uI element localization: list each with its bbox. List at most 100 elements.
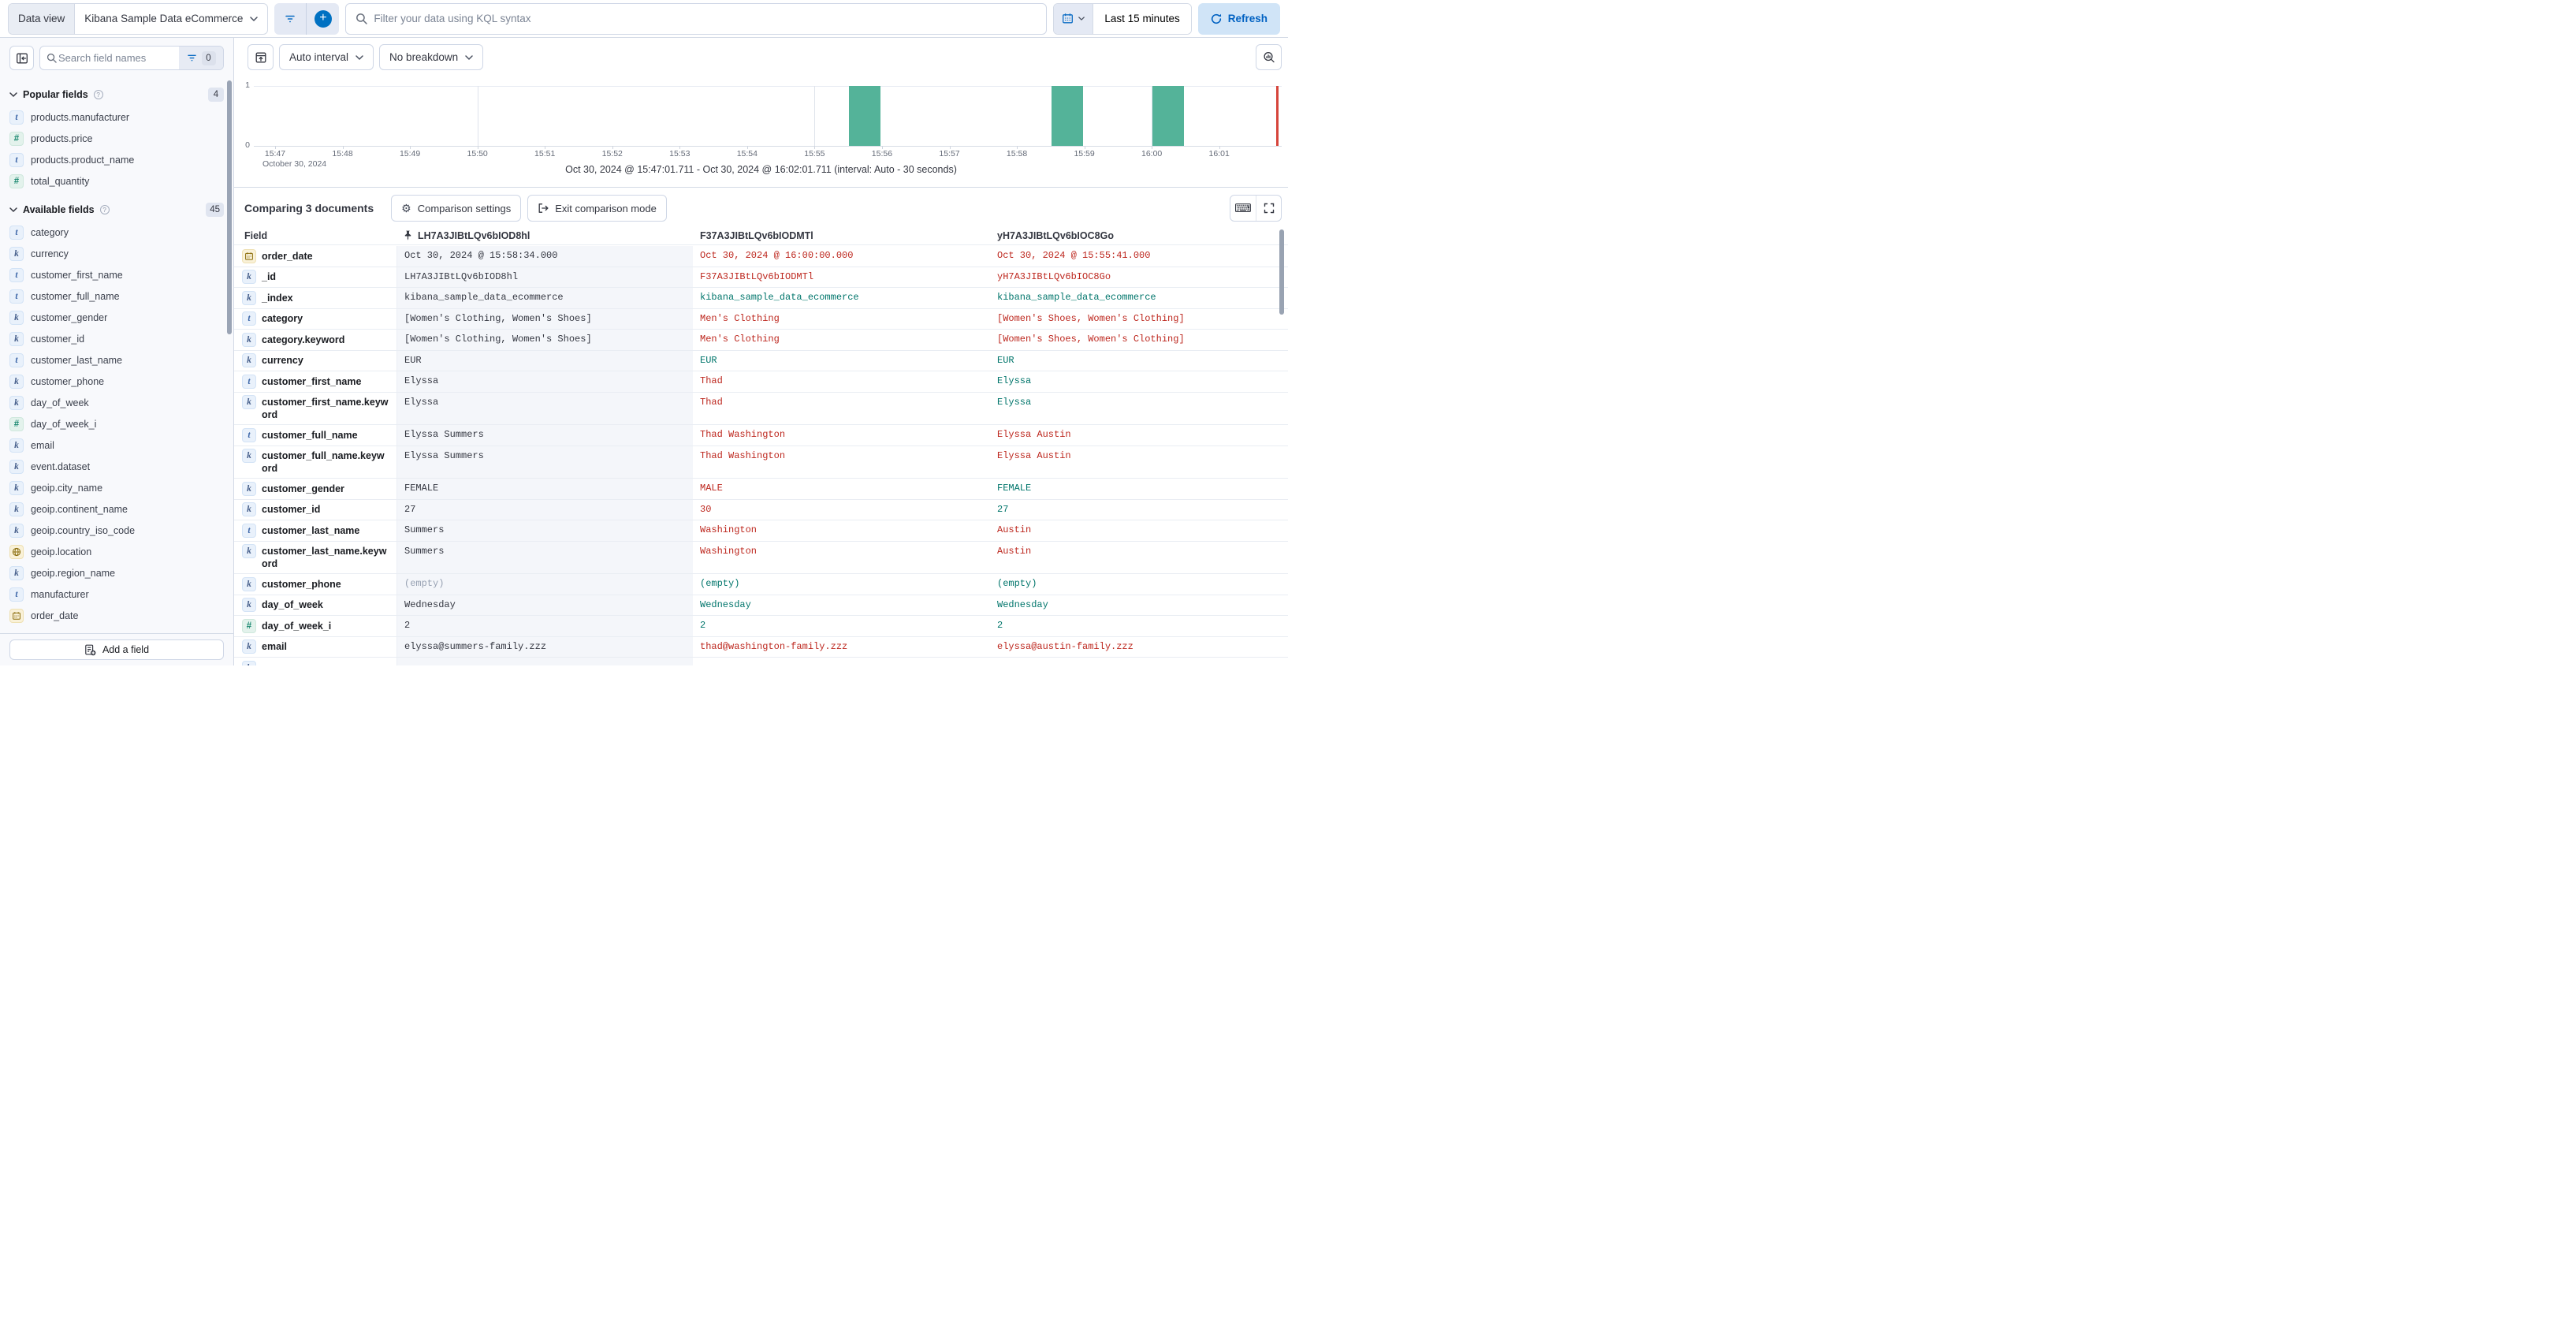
field-name: customer_id [31, 333, 85, 345]
field-cell[interactable]: k day_of_week [234, 595, 396, 616]
field-name: customer_gender [262, 483, 344, 494]
table-row: k customer_full_name.keyword Elyssa Summer… [234, 446, 1288, 479]
sidebar-field-item[interactable]: t customer_full_name [9, 285, 224, 307]
refresh-button[interactable]: Refresh [1197, 2, 1280, 35]
sidebar-field-item[interactable]: t customer_last_name [9, 349, 224, 371]
section-header[interactable]: Popular fields? 4 [9, 86, 224, 103]
data-view-value-button[interactable]: Kibana Sample Data eCommerce [75, 4, 267, 34]
comparison-value: [Women's Shoes, Women's Clothing] [997, 312, 1185, 324]
field-cell[interactable]: t customer_full_name [234, 425, 396, 446]
field-cell[interactable]: k customer_gender [234, 479, 396, 499]
comparison-value: thad@washington-family.zzz [700, 640, 848, 652]
field-cell[interactable]: k customer_phone [234, 574, 396, 595]
pinned-doc-value: Elyssa Summers [396, 425, 693, 446]
sidebar-field-item[interactable]: t category [9, 222, 224, 243]
field-type-num-icon: # [9, 131, 24, 146]
field-name: day_of_week_i [31, 418, 97, 430]
sidebar-field-item[interactable]: k day_of_week [9, 392, 224, 413]
table-row: k customer_first_name.keyword Elyssa Thad El… [234, 392, 1288, 425]
sidebar-field-item[interactable]: k geoip.region_name [9, 562, 224, 583]
date-picker-button[interactable] [1054, 3, 1094, 34]
sidebar-field-item[interactable]: # day_of_week_i [9, 413, 224, 434]
collapse-sidebar-button[interactable] [9, 46, 34, 70]
time-range-button[interactable]: Last 15 minutes [1093, 3, 1191, 34]
sidebar-field-item[interactable]: k event.dataset [9, 456, 224, 477]
field-cell[interactable]: order_date [234, 246, 396, 267]
sidebar-field-item[interactable]: t products.product_name [9, 149, 224, 170]
interval-select[interactable]: Auto interval [279, 44, 374, 70]
field-cell[interactable]: t customer_last_name [234, 520, 396, 541]
sidebar-field-item[interactable]: k customer_id [9, 328, 224, 349]
chevron-down-icon [9, 92, 17, 97]
field-type-t-icon: t [9, 587, 24, 602]
table-row: k customer_id 27 30 27 [234, 499, 1288, 520]
histogram-bar[interactable] [1152, 86, 1184, 146]
pinned-doc-value: [Women's Clothing, Women's Shoes] [396, 308, 693, 329]
breakdown-select[interactable]: No breakdown [379, 44, 484, 70]
sidebar-field-item[interactable]: # total_quantity [9, 170, 224, 192]
field-cell[interactable]: k customer_id [234, 500, 396, 520]
kql-search-bar[interactable] [345, 2, 1048, 35]
sidebar-field-item[interactable]: k customer_phone [9, 371, 224, 392]
add-field-button[interactable]: Add a field [9, 639, 224, 660]
chart-options-icon [255, 52, 266, 62]
comparison-value: Thad [700, 375, 723, 386]
pinned-doc-header[interactable]: LH7A3JIBtLQv6bIOD8hl [396, 226, 693, 244]
field-search[interactable]: 0 [39, 46, 224, 70]
sidebar-field-item[interactable]: # products.price [9, 128, 224, 149]
data-view-picker[interactable]: Data view Kibana Sample Data eCommerce [8, 2, 269, 35]
histogram-bar[interactable] [849, 86, 880, 146]
field-cell[interactable]: k email [234, 637, 396, 658]
sidebar-field-item[interactable]: k currency [9, 243, 224, 264]
fullscreen-button[interactable] [1256, 196, 1281, 221]
x-axis-tick [1017, 146, 1018, 149]
x-axis-tick-label: 15:55 [804, 149, 825, 158]
comparison-doc-header[interactable]: yH7A3JIBtLQv6bIOC8Go [990, 226, 1288, 244]
comparison-settings-button[interactable]: ⚙ Comparison settings [391, 195, 522, 222]
filter-menu-button[interactable] [274, 2, 307, 35]
sidebar-field-item[interactable]: k geoip.city_name [9, 477, 224, 498]
table-scrollbar[interactable] [1279, 229, 1284, 315]
x-axis-tick-label: 15:58 [1006, 149, 1028, 158]
field-name: total_quantity [31, 175, 90, 187]
field-cell[interactable]: k customer_first_name.keyword [234, 393, 396, 425]
comparison-value: Austin [997, 545, 1032, 557]
kql-input[interactable] [374, 13, 1037, 24]
field-cell[interactable]: t customer_first_name [234, 371, 396, 392]
field-cell[interactable]: t category [234, 309, 396, 330]
keyboard-shortcuts-button[interactable]: ⌨ [1230, 196, 1256, 221]
sidebar-field-item[interactable]: k customer_gender [9, 307, 224, 328]
field-cell[interactable]: k _id [234, 267, 396, 288]
field-cell[interactable]: # day_of_week_i [234, 616, 396, 636]
sidebar-field-item[interactable]: t manufacturer [9, 583, 224, 605]
comparison-doc-header[interactable]: F37A3JIBtLQv6bIODMTl [693, 226, 990, 244]
field-cell[interactable]: k _index [234, 288, 396, 308]
sidebar-field-item[interactable]: k geoip.continent_name [9, 498, 224, 520]
comparison-value: Washington [700, 545, 758, 557]
sidebar-field-item[interactable]: k email [9, 434, 224, 456]
sidebar-field-item[interactable]: t customer_first_name [9, 264, 224, 285]
field-cell[interactable]: k currency [234, 351, 396, 371]
field-cell[interactable]: k category.keyword [234, 330, 396, 350]
sidebar-field-item[interactable]: geoip.location [9, 541, 224, 562]
field-cell[interactable]: k customer_full_name.keyword [234, 446, 396, 479]
field-cell[interactable]: k customer_last_name.keyword [234, 542, 396, 574]
comparison-value: Elyssa Austin [997, 429, 1071, 440]
add-filter-button[interactable]: + [307, 3, 339, 35]
calendar-icon [1063, 13, 1074, 24]
sidebar-field-item[interactable]: order_date [9, 605, 224, 626]
time-range-value: Last 15 minutes [1104, 13, 1180, 24]
chart-options-button[interactable] [248, 44, 274, 70]
field-search-input[interactable] [58, 52, 179, 64]
sidebar-field-item[interactable]: k geoip.country_iso_code [9, 520, 224, 541]
table-row: # day_of_week_i 2 2 2 [234, 616, 1288, 637]
sidebar-scrollbar[interactable] [227, 80, 232, 334]
edit-visualization-button[interactable] [1256, 44, 1282, 70]
section-header[interactable]: Available fields? 45 [9, 201, 224, 218]
exit-comparison-button[interactable]: Exit comparison mode [527, 195, 667, 222]
field-cell[interactable]: k [234, 658, 396, 666]
histogram-bar[interactable] [1051, 86, 1083, 146]
sidebar-field-item[interactable]: t products.manufacturer [9, 106, 224, 128]
table-row: k currency EUR EUR EUR [234, 350, 1288, 371]
field-filter-button[interactable]: 0 [179, 47, 223, 69]
